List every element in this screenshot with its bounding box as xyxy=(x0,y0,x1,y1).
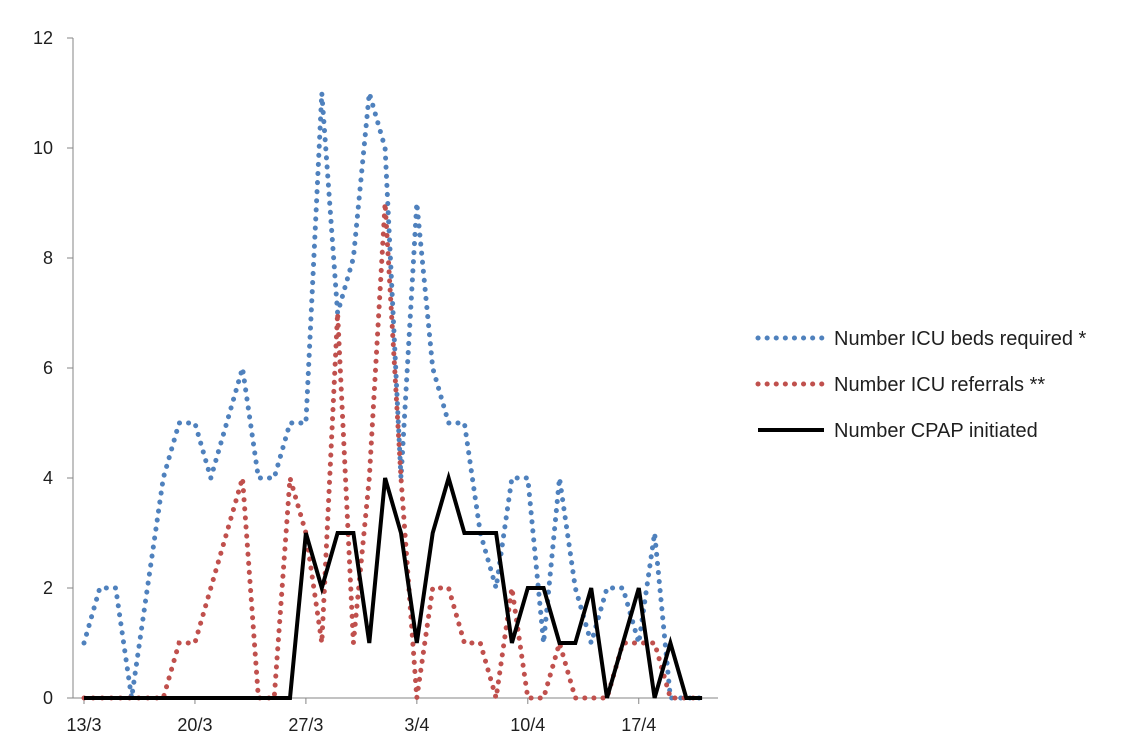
legend-label: Number ICU referrals ** xyxy=(834,374,1045,396)
x-tick-label: 10/4 xyxy=(510,715,545,735)
y-tick-label: 8 xyxy=(43,248,53,268)
y-tick-label: 4 xyxy=(43,468,53,488)
series-lines xyxy=(81,92,705,701)
y-tick-label: 10 xyxy=(33,138,53,158)
x-tick-label: 27/3 xyxy=(288,715,323,735)
y-tick-label: 0 xyxy=(43,688,53,708)
series-line-number-cpap-initiated xyxy=(84,470,703,700)
legend-label: Number CPAP initiated xyxy=(834,420,1038,442)
y-tick-label: 2 xyxy=(43,578,53,598)
y-tick-label: 12 xyxy=(33,28,53,48)
series-line-number-icu-beds-required xyxy=(81,92,705,701)
series-line-number-icu-referrals xyxy=(81,202,705,701)
axes: 0 2 4 6 8 10 12 13/3 20/3 27/3 3/4 10/4 17/4 xyxy=(33,28,718,735)
legend: Number ICU beds required * Number ICU ref… xyxy=(755,328,1087,442)
x-tick-label: 3/4 xyxy=(404,715,429,735)
x-tick-label: 17/4 xyxy=(621,715,656,735)
legend-label: Number ICU beds required * xyxy=(834,328,1087,350)
x-tick-label: 20/3 xyxy=(177,715,212,735)
y-tick-label: 6 xyxy=(43,358,53,378)
x-tick-label: 13/3 xyxy=(66,715,101,735)
